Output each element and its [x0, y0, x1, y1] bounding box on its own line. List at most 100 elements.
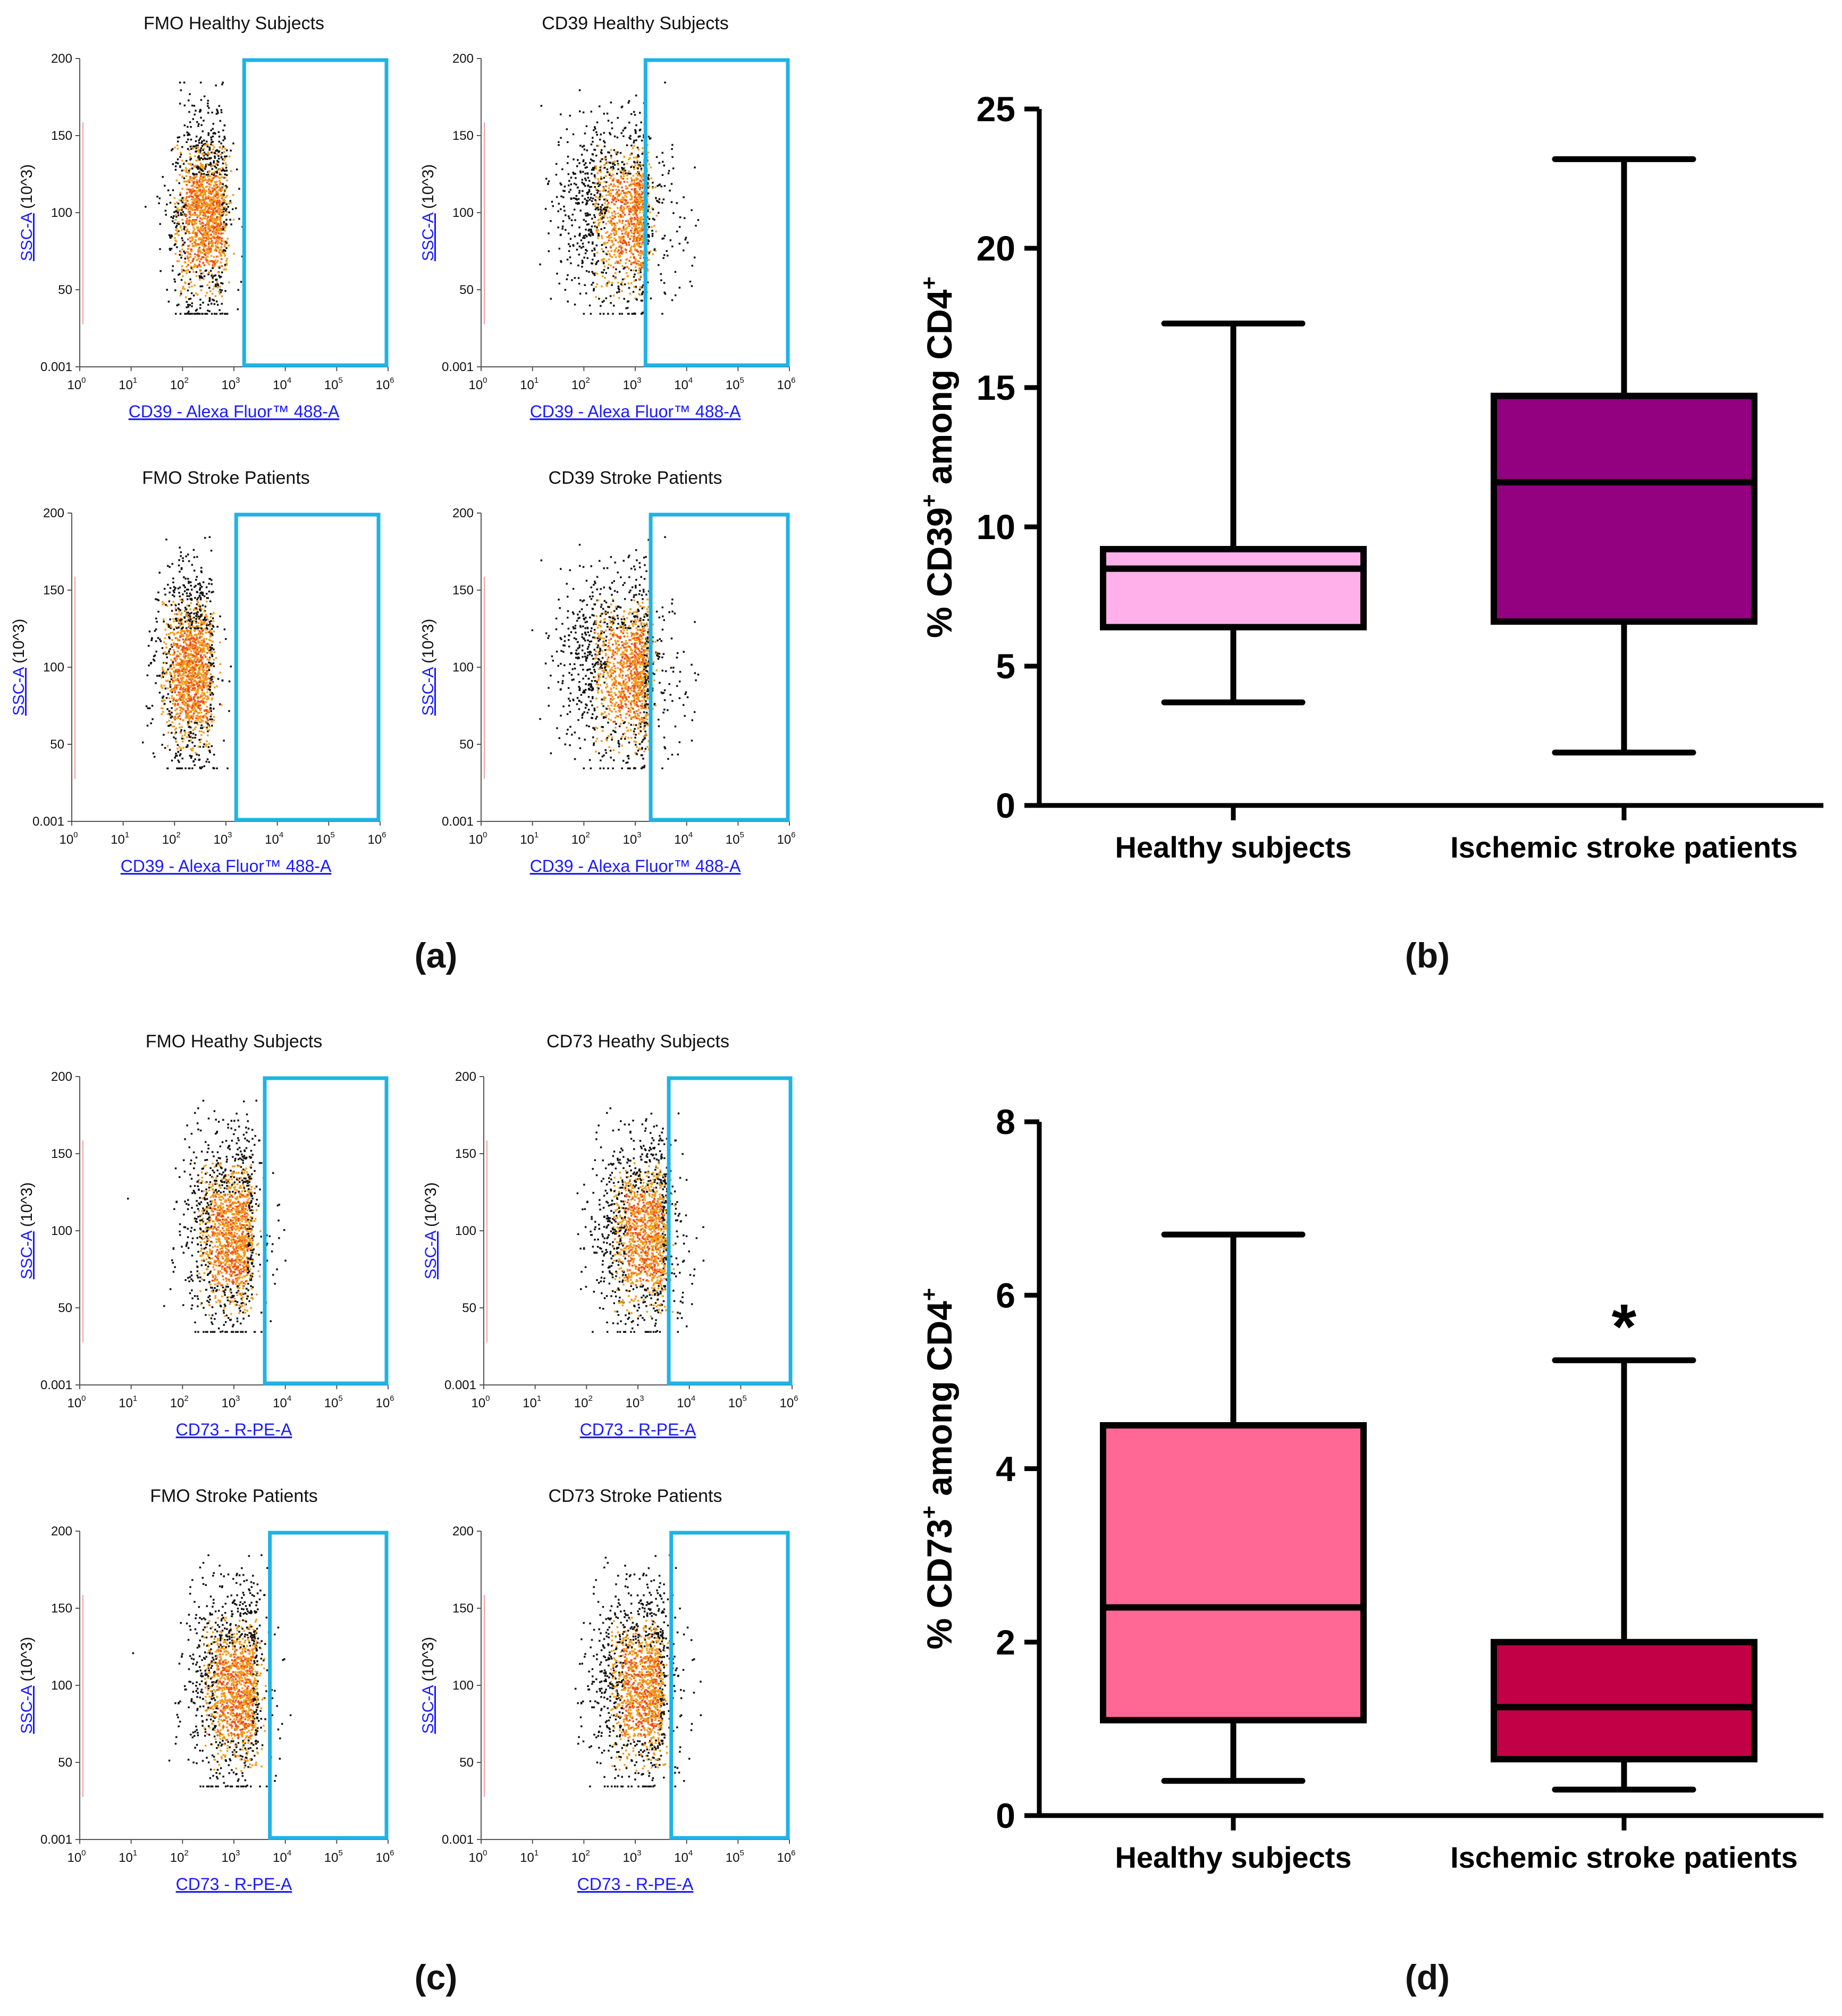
scatter-dot	[179, 166, 181, 168]
scatter-dot	[612, 313, 614, 315]
scatter-dot	[577, 187, 579, 189]
scatter-dot	[224, 189, 226, 191]
scatter-dot	[635, 259, 637, 261]
scatter-dot	[652, 187, 654, 189]
scatter-dot	[212, 172, 214, 174]
scatter-dot	[178, 592, 180, 594]
scatter-dot	[606, 206, 608, 208]
scatter-dot	[617, 282, 619, 284]
scatter-dot	[216, 211, 218, 213]
scatter-dot	[182, 649, 184, 651]
scatter-dot	[199, 606, 201, 608]
scatter-dot	[601, 237, 603, 239]
scatter-dot	[642, 153, 644, 155]
scatter-dot	[637, 207, 639, 209]
scatter-dot	[567, 300, 569, 303]
scatter-dot	[584, 198, 586, 200]
scatter-dot	[167, 768, 169, 770]
scatter-dot	[604, 242, 607, 245]
scatter-dot	[612, 163, 614, 165]
scatter-dot	[608, 202, 610, 204]
scatter-dot	[181, 197, 183, 199]
scatter-dot	[640, 272, 642, 274]
scatter-dot	[614, 185, 616, 187]
scatter-dot	[201, 219, 203, 221]
scatter-dot	[177, 148, 179, 150]
scatter-dot	[180, 753, 182, 755]
scatter-dot	[587, 197, 590, 199]
scatter-dot	[196, 187, 198, 189]
scatter-dot	[639, 289, 641, 291]
scatter-dot	[591, 173, 593, 175]
scatter-dot	[187, 707, 189, 709]
scatter-dot	[215, 229, 217, 231]
scatter-dot	[666, 250, 668, 252]
gate-rectangle[interactable]	[645, 60, 788, 365]
scatter-dot	[575, 198, 577, 200]
scatter-dot	[213, 719, 215, 721]
scatter-dot	[628, 100, 630, 102]
scatter-dot	[167, 687, 169, 690]
scatter-dot	[186, 169, 188, 171]
scatter-dot	[636, 178, 638, 180]
scatter-dot	[210, 716, 212, 718]
scatter-dot	[610, 237, 612, 239]
scatter-dot	[586, 166, 588, 169]
scatter-dot	[652, 218, 654, 220]
scatter-dot	[633, 180, 635, 182]
scatter-dot	[613, 149, 616, 152]
scatter-dot	[221, 289, 223, 291]
scatter-dot	[590, 197, 592, 199]
flow-x-axis-label[interactable]: CD39 - Alexa Fluor™ 488-A	[129, 402, 340, 421]
scatter-dot	[600, 208, 602, 211]
scatter-dot	[186, 272, 188, 274]
scatter-dot	[189, 240, 191, 242]
scatter-dot	[183, 214, 185, 216]
scatter-dot	[618, 228, 620, 230]
scatter-dot	[620, 259, 622, 262]
scatter-dot	[187, 657, 189, 659]
scatter-dot	[156, 196, 158, 198]
flow-x-axis-label[interactable]: CD39 - Alexa Fluor™ 488-A	[530, 402, 741, 421]
scatter-dot	[224, 200, 226, 202]
scatter-dot	[607, 217, 609, 219]
scatter-dot	[608, 236, 610, 238]
scatter-dot	[605, 185, 607, 187]
scatter-dot	[201, 683, 204, 685]
scatter-dot	[603, 227, 605, 229]
scatter-dot	[624, 214, 626, 216]
scatter-dot	[187, 653, 189, 655]
scatter-dot	[199, 709, 201, 711]
scatter-dot	[586, 149, 588, 152]
scatter-dot	[198, 664, 200, 666]
scatter-dot	[188, 298, 190, 300]
scatter-dot	[607, 250, 609, 253]
scatter-dot	[208, 164, 211, 166]
scatter-dot	[187, 631, 189, 633]
scatter-dot	[195, 579, 197, 581]
scatter-dot	[189, 211, 191, 213]
scatter-dot	[183, 686, 185, 688]
scatter-dot	[216, 197, 218, 199]
scatter-dot	[194, 186, 196, 188]
scatter-dot	[610, 240, 612, 242]
scatter-dot	[199, 269, 201, 271]
scatter-dot	[163, 618, 165, 620]
scatter-dot	[627, 191, 629, 194]
scatter-dot	[638, 244, 640, 246]
gate-rectangle[interactable]	[244, 60, 386, 365]
x-tick-label: 100	[67, 376, 86, 392]
scatter-dot	[551, 201, 553, 203]
scatter-dot	[664, 82, 666, 84]
scatter-dot	[165, 210, 167, 212]
scatter-dot	[172, 189, 174, 191]
scatter-dot	[179, 696, 181, 699]
scatter-dot	[658, 184, 660, 187]
scatter-dot	[180, 632, 182, 634]
scatter-dot	[193, 712, 195, 715]
scatter-dot	[611, 224, 613, 226]
scatter-dot	[168, 626, 170, 628]
scatter-dot	[176, 232, 178, 234]
scatter-dot	[187, 721, 189, 724]
scatter-dot	[190, 686, 192, 688]
